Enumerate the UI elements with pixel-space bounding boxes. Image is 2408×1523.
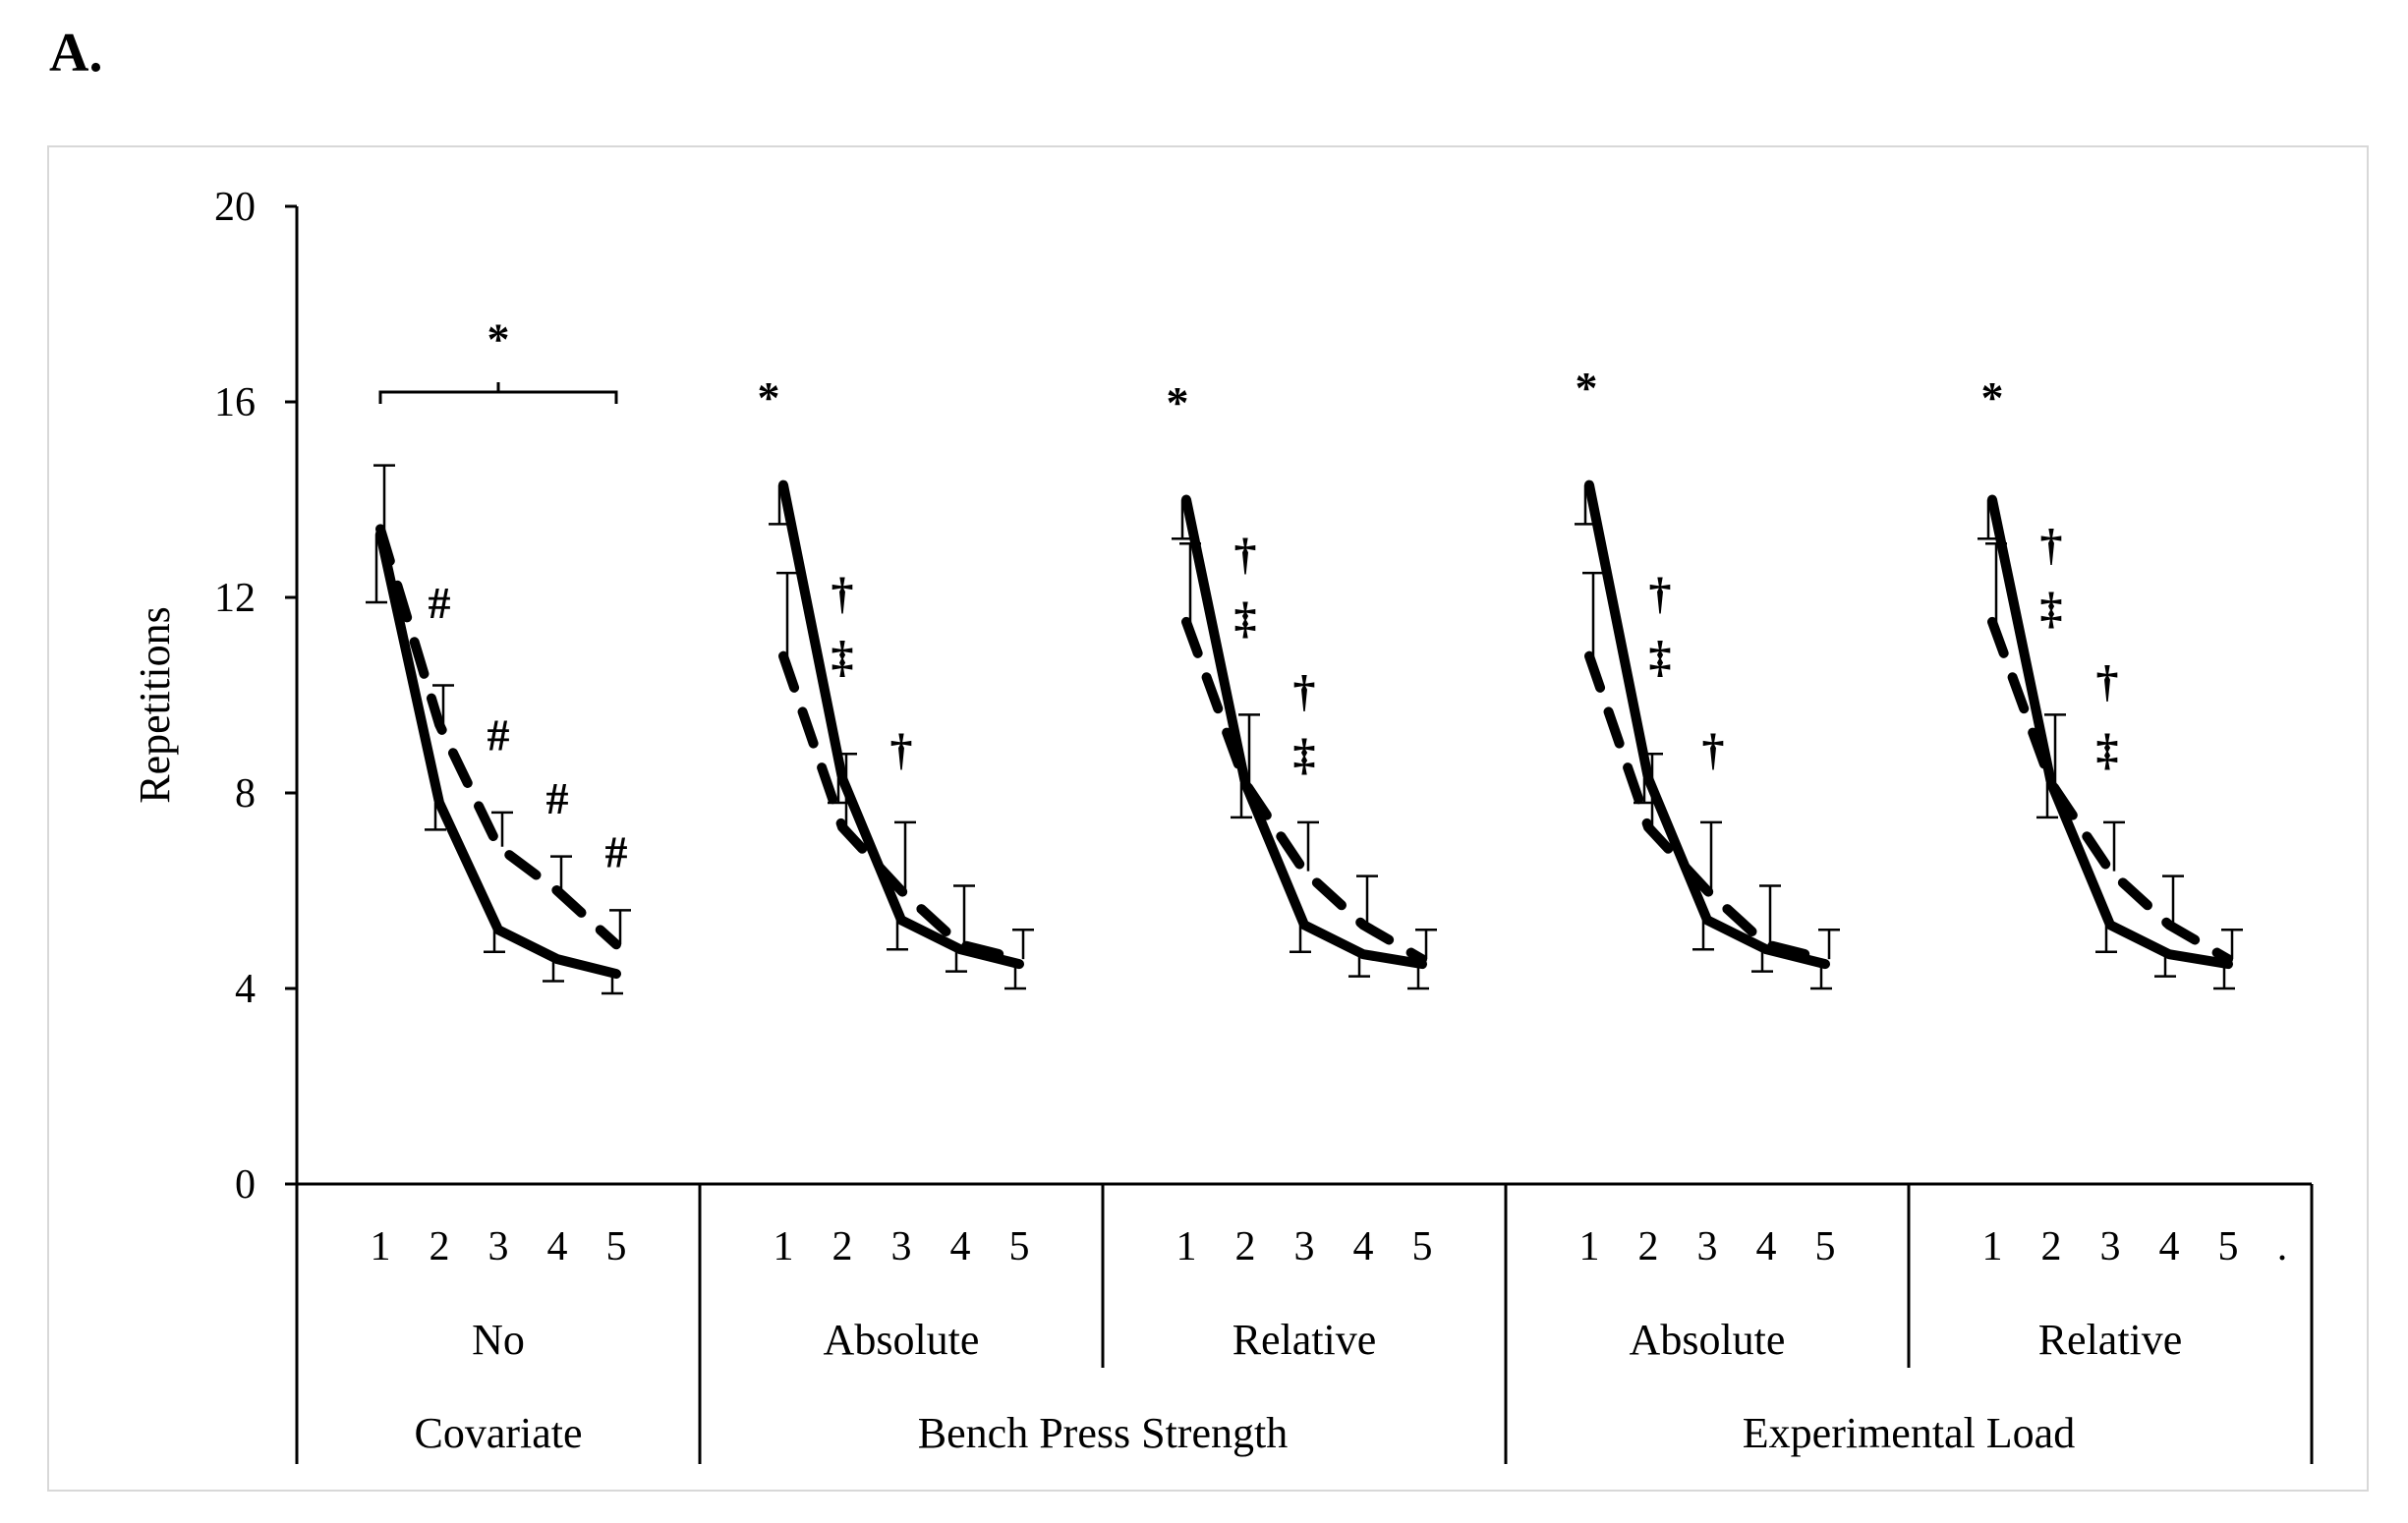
series-line-dashed (1181, 616, 1427, 965)
series-line-dashed (778, 650, 1024, 965)
significance-marker: ‡ (2040, 583, 2063, 633)
significance-marker: † (890, 724, 913, 774)
chart-frame (47, 145, 2369, 1492)
x-tick-label: 5 (1009, 1224, 1030, 1269)
panel-label: A. (49, 23, 103, 84)
series-line-dashed (375, 524, 621, 950)
significance-marker: † (1649, 568, 1672, 618)
group-label-level2: Covariate (414, 1409, 582, 1457)
significance-marker: ‡ (1293, 729, 1316, 779)
significance-marker: * (1167, 377, 1189, 427)
x-tick-label: 2 (2041, 1224, 2062, 1269)
group-label-level2: Bench Press Strength (918, 1409, 1288, 1457)
significance-marker: # (605, 827, 628, 877)
group-label-level1: Absolute (824, 1316, 980, 1364)
x-tick-label: 5 (606, 1224, 627, 1269)
significance-marker: # (546, 773, 569, 823)
x-tick-label: 3 (1294, 1224, 1315, 1269)
x-tick-label: 2 (1235, 1224, 1256, 1269)
x-tick-label: 4 (1756, 1224, 1777, 1269)
y-tick-label: 0 (235, 1162, 256, 1208)
x-tick-label: 5 (1815, 1224, 1836, 1269)
significance-marker: * (1981, 372, 2004, 423)
x-tick-label: 1 (1579, 1224, 1600, 1269)
significance-marker: † (1702, 724, 1725, 774)
x-tick-label: 4 (2159, 1224, 2180, 1269)
significance-marker: ‡ (1234, 592, 1257, 643)
series-line-solid (1181, 494, 1427, 970)
x-tick-label: 3 (1697, 1224, 1718, 1269)
significance-marker: ‡ (2096, 724, 2119, 774)
group-label-level1: Relative (2038, 1316, 2183, 1364)
series-line-dashed (1584, 650, 1830, 965)
significance-marker: # (487, 709, 510, 760)
x-tick-label: 2 (1638, 1224, 1659, 1269)
x-tick-label: 1 (371, 1224, 391, 1269)
significance-marker: * (1576, 363, 1598, 413)
x-tick-label: 5 (2218, 1224, 2239, 1269)
x-tick-label: 1 (1176, 1224, 1197, 1269)
x-trailing-mark: . (2277, 1224, 2288, 1269)
y-tick-label: 20 (214, 185, 256, 230)
x-tick-label: 3 (488, 1224, 509, 1269)
x-tick-label: 5 (1412, 1224, 1433, 1269)
y-tick-label: 4 (235, 967, 256, 1012)
x-tick-label: 4 (547, 1224, 568, 1269)
x-tick-label: 1 (1982, 1224, 2003, 1269)
significance-marker: * (487, 313, 510, 364)
group-label-level1: Relative (1233, 1316, 1377, 1364)
significance-marker: † (831, 568, 854, 618)
series-line-dashed (1987, 616, 2233, 965)
x-tick-label: 2 (430, 1224, 450, 1269)
series-line-solid (375, 529, 621, 980)
y-tick-label: 8 (235, 771, 256, 817)
x-tick-label: 1 (774, 1224, 794, 1269)
group-label-level1: Absolute (1630, 1316, 1786, 1364)
significance-marker: ‡ (1649, 632, 1672, 682)
x-tick-label: 4 (1353, 1224, 1374, 1269)
significance-marker: † (1234, 529, 1257, 579)
x-tick-label: 2 (832, 1224, 853, 1269)
significance-marker: † (2040, 519, 2063, 569)
significance-marker: † (1293, 666, 1316, 716)
x-tick-label: 4 (950, 1224, 971, 1269)
significance-marker: ‡ (831, 632, 854, 682)
x-tick-label: 3 (2100, 1224, 2121, 1269)
y-tick-label: 16 (214, 380, 256, 425)
significance-bracket (378, 382, 618, 405)
significance-marker: † (2096, 656, 2119, 706)
series-line-solid (1987, 494, 2233, 970)
x-tick-label: 3 (891, 1224, 912, 1269)
group-label-level2: Experimental Load (1743, 1409, 2075, 1457)
significance-marker: * (758, 372, 780, 423)
group-label-level1: No (472, 1316, 525, 1364)
y-tick-label: 12 (214, 576, 256, 621)
y-axis-label: Repetitions (131, 606, 179, 803)
significance-marker: # (429, 578, 451, 628)
